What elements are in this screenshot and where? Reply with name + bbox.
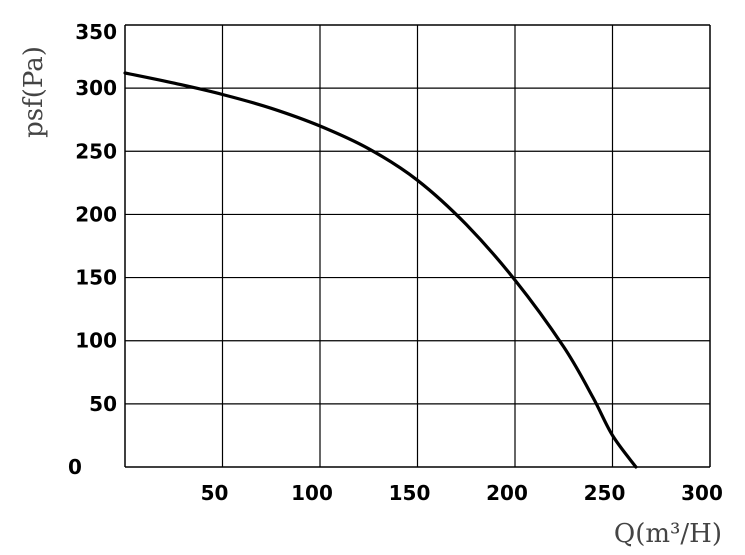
x-tick-label: 150 xyxy=(389,481,431,505)
y-tick-label: 50 xyxy=(89,392,117,416)
grid xyxy=(124,24,711,468)
x-tick-label: 250 xyxy=(584,481,626,505)
y-tick-label: 200 xyxy=(75,202,117,226)
series-line xyxy=(123,71,638,469)
x-axis-title: Q(m³/H) xyxy=(614,519,722,549)
y-tick-label: 300 xyxy=(75,76,117,100)
x-tick-label: 200 xyxy=(486,481,528,505)
x-tick-label: 50 xyxy=(201,481,229,505)
y-tick-label: 250 xyxy=(75,139,117,163)
y-tick-labels: 0 50 100 150 200 250 300 350 xyxy=(68,20,117,479)
y-axis-title: psf(Pa) xyxy=(19,46,49,138)
x-tick-label: 300 xyxy=(681,481,723,505)
y-tick-label: 0 xyxy=(68,455,82,479)
y-tick-label: 350 xyxy=(75,20,117,44)
x-tick-labels: 50 100 150 200 250 300 xyxy=(201,481,723,505)
x-tick-label: 100 xyxy=(291,481,333,505)
y-tick-label: 150 xyxy=(75,266,117,290)
y-tick-label: 100 xyxy=(75,329,117,353)
